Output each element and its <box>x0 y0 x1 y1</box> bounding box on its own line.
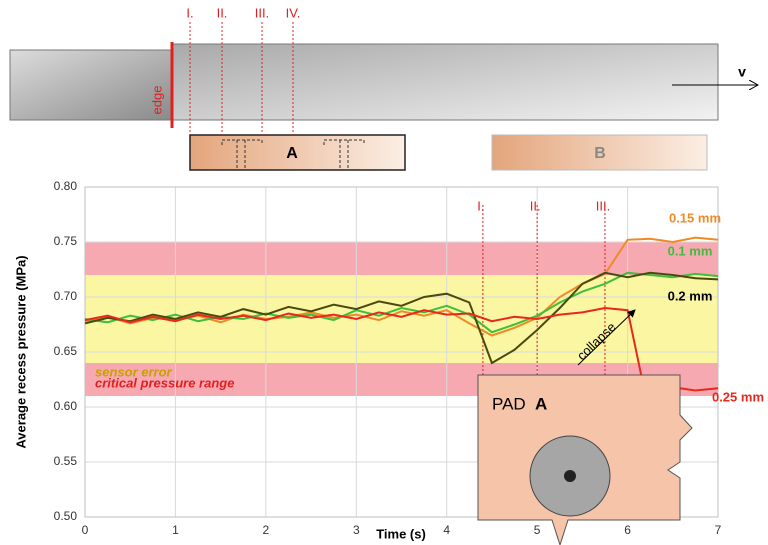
x-tick-label: 1 <box>172 523 179 537</box>
y-tick-label: 0.60 <box>54 399 78 413</box>
x-tick-label: 5 <box>534 523 541 537</box>
band <box>85 242 718 275</box>
marker-label: III. <box>596 198 610 213</box>
runner-right <box>171 43 719 121</box>
x-tick-label: 7 <box>715 523 722 537</box>
pad-b <box>491 134 708 171</box>
marker-label: II. <box>530 198 541 213</box>
pad-a-label: A <box>286 145 298 162</box>
pad-overlay-name: A <box>535 394 547 413</box>
marker-label: I. <box>477 198 484 213</box>
schematic-marker-label: I. <box>186 5 193 20</box>
x-tick-label: 0 <box>82 523 89 537</box>
schematic-marker-label: II. <box>217 5 228 20</box>
y-tick-label: 0.75 <box>54 234 78 248</box>
pad-b-label: B <box>594 145 606 162</box>
pad-overlay-prefix: PAD <box>492 394 526 413</box>
series-line <box>84 271 719 365</box>
y-tick-label: 0.80 <box>54 179 78 193</box>
pad-a <box>189 134 406 171</box>
runner-left <box>9 49 173 121</box>
x-tick-label: 6 <box>624 523 631 537</box>
schematic-marker-label: IV. <box>286 5 301 20</box>
y-tick-label: 0.55 <box>54 454 78 468</box>
series-label: 0.25 mm <box>712 389 764 404</box>
schematic-marker-label: III. <box>255 5 269 20</box>
x-tick-label: 3 <box>353 523 360 537</box>
series-line <box>84 271 719 334</box>
recess-outline <box>221 139 365 170</box>
series-label: 0.2 mm <box>668 288 713 303</box>
series-label: 0.15 mm <box>669 210 721 225</box>
plot-frame <box>84 186 719 518</box>
velocity-label: v <box>738 64 746 80</box>
x-tick-label: 4 <box>443 523 450 537</box>
collapse-arrow <box>577 309 636 366</box>
pad-orifice <box>564 470 576 482</box>
band-label: critical pressure range <box>95 375 234 390</box>
y-tick-label: 0.65 <box>54 344 78 358</box>
y-tick-label: 0.70 <box>54 289 78 303</box>
series-line <box>84 306 719 421</box>
band-label: sensor error <box>95 364 173 379</box>
schematic: edge v A B <box>9 42 758 171</box>
x-axis-label: Time (s) <box>376 526 426 541</box>
edge-label: edge <box>149 86 164 115</box>
x-tick-label: 2 <box>263 523 270 537</box>
series-label: 0.1 mm <box>668 243 713 258</box>
y-axis-label: Average recess pressure (MPa) <box>13 255 28 448</box>
y-tick-label: 0.50 <box>54 509 78 523</box>
